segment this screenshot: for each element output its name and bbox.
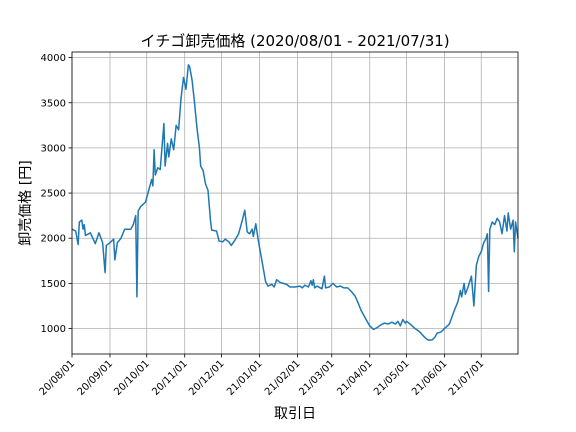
x-tick-label: 21/07/01 [447, 358, 487, 398]
y-axis-label: 卸売価格 [円] [18, 160, 34, 245]
y-tick-label: 1500 [41, 279, 66, 290]
y-tick-label: 4000 [41, 53, 66, 64]
x-tick-label: 21/04/01 [335, 358, 375, 398]
plot-frame [71, 51, 519, 355]
x-tick-label: 20/10/01 [112, 358, 152, 398]
x-tick-label: 21/03/01 [297, 358, 337, 398]
x-tick-label: 20/12/01 [187, 358, 227, 398]
y-tick-label: 3000 [41, 143, 66, 154]
x-tick-label: 21/05/01 [372, 358, 412, 398]
y-tick-label: 2000 [41, 234, 66, 245]
x-tick-label: 20/11/01 [150, 358, 190, 398]
x-tick-label: 21/01/01 [225, 358, 265, 398]
x-tick-label: 21/02/01 [263, 358, 303, 398]
x-tick-label: 20/08/01 [38, 358, 78, 398]
x-axis-label: 取引日 [274, 406, 316, 422]
price-line [71, 64, 519, 342]
x-tick-label: 21/06/01 [410, 358, 450, 398]
y-tick-label: 1000 [41, 324, 66, 335]
y-tick-label: 3500 [41, 98, 66, 109]
y-tick-label: 2500 [41, 189, 66, 200]
chart-title: イチゴ卸売価格 (2020/08/01 - 2021/07/31) [140, 32, 449, 50]
x-tick-label: 20/09/01 [76, 358, 116, 398]
